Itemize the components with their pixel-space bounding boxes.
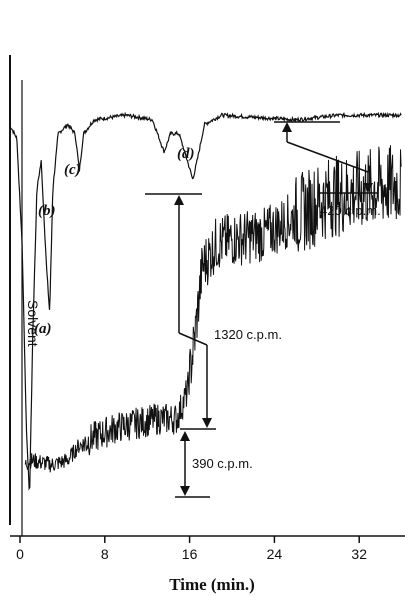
arrow-390-up: [180, 431, 190, 441]
peak-label-d: (d): [177, 146, 195, 162]
x-tick-label: 8: [101, 546, 109, 562]
label-390-cpm: 390 c.p.m.: [192, 456, 253, 471]
arrow-390-down: [180, 486, 190, 496]
annotation-390-cpm: [175, 433, 210, 498]
arrow-1320-up: [174, 195, 184, 205]
peak-label-b: (b): [38, 203, 56, 219]
annotation-1320-cpm: [145, 193, 216, 430]
x-tick-label: 0: [16, 546, 24, 562]
label-420-cpm: 420 c.p.m.: [320, 203, 381, 218]
arrow-420-up: [282, 122, 292, 132]
x-tick-label: 32: [351, 546, 367, 562]
peak-label-c: (c): [64, 162, 81, 178]
arrow-420-down: [363, 183, 373, 193]
peak-label-a: (a): [34, 321, 52, 337]
arrow-1320-down: [202, 418, 212, 428]
radioactivity-trace: [24, 145, 402, 473]
label-1320-cpm: 1320 c.p.m.: [214, 327, 282, 342]
x-tick-label: 24: [267, 546, 283, 562]
x-tick-label: 16: [182, 546, 198, 562]
x-axis-title: Time (min.): [169, 575, 255, 594]
x-axis-ticks: 0 8 16 24 32: [16, 536, 367, 562]
detector-trace: [8, 111, 402, 491]
